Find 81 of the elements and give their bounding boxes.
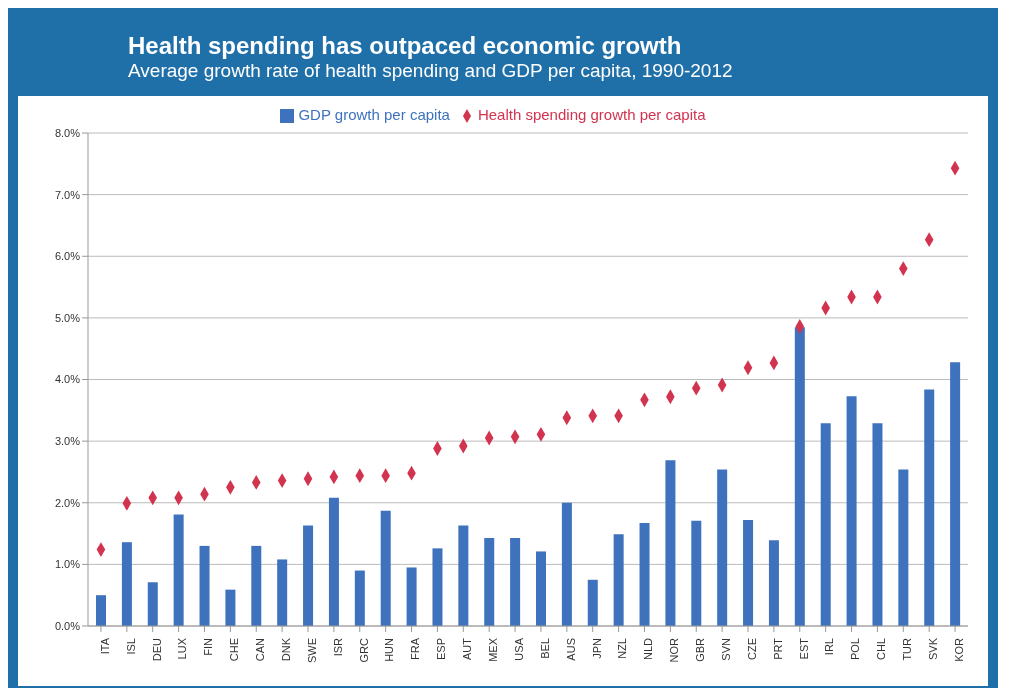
x-tick-label: PRT bbox=[771, 637, 784, 660]
x-tick-label: SVN bbox=[719, 637, 732, 661]
bar bbox=[743, 520, 754, 626]
bar bbox=[950, 362, 961, 626]
x-tick-label: AUT bbox=[461, 637, 474, 660]
y-tick-label: 7.0% bbox=[54, 188, 81, 201]
x-tick-label: NZL bbox=[616, 638, 629, 659]
bar bbox=[147, 582, 158, 626]
bar bbox=[820, 423, 831, 626]
bar bbox=[639, 523, 650, 626]
bar bbox=[484, 537, 495, 626]
bar bbox=[510, 537, 521, 626]
x-tick-label: DEU bbox=[150, 637, 163, 662]
bar bbox=[587, 579, 598, 626]
x-tick-label: ISR bbox=[331, 637, 344, 657]
bar bbox=[924, 389, 935, 626]
x-tick-label: CHL bbox=[875, 638, 888, 661]
y-tick-label: 4.0% bbox=[54, 373, 81, 386]
bar bbox=[872, 423, 883, 626]
x-tick-label: CHE bbox=[228, 638, 241, 662]
bar bbox=[458, 525, 469, 626]
bar bbox=[536, 551, 546, 626]
x-tick-label: ISL bbox=[124, 638, 137, 655]
y-tick-label: 2.0% bbox=[54, 496, 81, 509]
bar bbox=[96, 595, 106, 626]
x-tick-label: FIN bbox=[202, 637, 215, 656]
x-tick-label: JPN bbox=[590, 637, 603, 659]
bar bbox=[303, 525, 314, 626]
x-tick-label: CZE bbox=[745, 638, 758, 660]
x-tick-label: NOR bbox=[668, 637, 681, 663]
chart-title: Health spending has outpaced economic growth bbox=[128, 32, 683, 60]
legend-label: GDP growth per capita bbox=[298, 106, 450, 123]
bar bbox=[328, 497, 339, 626]
x-tick-label: LUX bbox=[176, 637, 189, 660]
bar bbox=[794, 327, 805, 626]
bar bbox=[432, 548, 443, 626]
bar bbox=[354, 570, 365, 626]
bar bbox=[199, 545, 210, 626]
bar bbox=[665, 460, 676, 626]
y-tick-label: 1.0% bbox=[54, 558, 81, 571]
x-tick-label: NLD bbox=[642, 637, 655, 661]
x-tick-label: GRC bbox=[357, 637, 370, 663]
bar bbox=[406, 567, 417, 626]
x-tick-label: ESP bbox=[435, 638, 448, 661]
y-tick-label: 0.0% bbox=[54, 619, 81, 632]
bar bbox=[768, 540, 779, 626]
y-tick-label: 8.0% bbox=[54, 126, 81, 139]
bar bbox=[225, 589, 236, 626]
y-tick-label: 3.0% bbox=[54, 435, 81, 448]
bar bbox=[898, 469, 909, 626]
bar bbox=[251, 545, 262, 626]
x-tick-label: AUS bbox=[564, 638, 577, 661]
x-tick-label: GBR bbox=[694, 637, 707, 662]
chart-subtitle: Average growth rate of health spending and GDP per capita, 1990-2012 bbox=[128, 60, 734, 82]
x-tick-label: HUN bbox=[383, 637, 396, 662]
bar bbox=[613, 534, 624, 626]
x-tick-label: DNK bbox=[279, 637, 292, 662]
x-tick-label: CAN bbox=[254, 637, 267, 662]
x-tick-label: EST bbox=[797, 637, 810, 660]
x-tick-label: SWE bbox=[305, 638, 318, 664]
x-tick-label: TUR bbox=[901, 637, 914, 661]
bar bbox=[691, 520, 702, 626]
bar bbox=[717, 469, 728, 626]
bar bbox=[561, 502, 572, 626]
y-tick-label: 5.0% bbox=[54, 311, 81, 324]
bar bbox=[846, 396, 857, 626]
legend-label: Health spending growth per capita bbox=[477, 106, 706, 123]
x-tick-label: MEX bbox=[486, 637, 499, 662]
x-tick-label: FRA bbox=[409, 637, 422, 660]
x-tick-label: BEL bbox=[538, 638, 551, 659]
x-tick-label: IRL bbox=[823, 638, 836, 656]
x-tick-label: USA bbox=[512, 637, 525, 661]
bar bbox=[277, 559, 288, 626]
x-tick-label: ITA bbox=[98, 637, 111, 655]
x-tick-label: POL bbox=[849, 638, 862, 661]
x-tick-label: KOR bbox=[952, 637, 965, 662]
bar bbox=[380, 510, 391, 626]
x-tick-label: SVK bbox=[926, 637, 939, 661]
y-tick-label: 6.0% bbox=[54, 250, 81, 263]
bar bbox=[173, 514, 184, 626]
bar bbox=[121, 542, 132, 626]
